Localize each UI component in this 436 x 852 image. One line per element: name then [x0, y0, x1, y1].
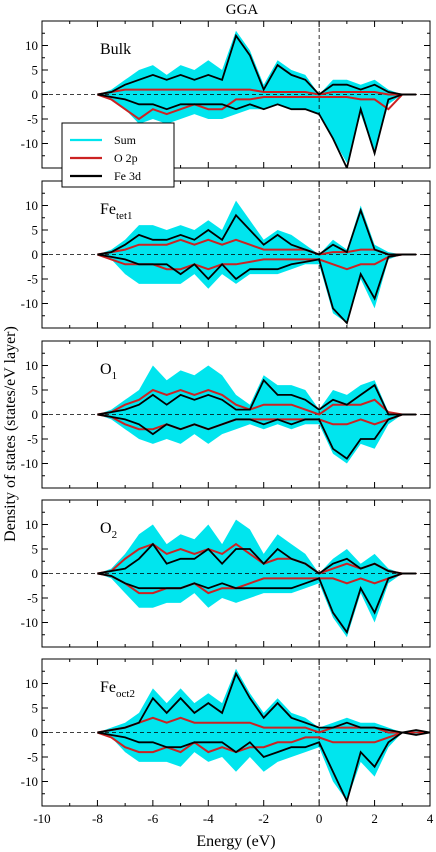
o2p-down-line — [97, 93, 417, 121]
y-tick-label: -10 — [21, 136, 38, 151]
x-tick-label: -6 — [147, 811, 158, 826]
y-tick-label: 10 — [25, 517, 38, 532]
fe3d-up-line — [97, 671, 430, 734]
fe3d-down-line — [97, 253, 417, 325]
plot-area-3 — [42, 500, 430, 647]
y-tick-label: -5 — [27, 591, 38, 606]
panel-label: Feoct2 — [100, 679, 135, 700]
legend-label: Sum — [114, 133, 137, 147]
y-tick-label: -10 — [21, 296, 38, 311]
sum-down-area — [97, 732, 430, 802]
panel-label-subscript: 1 — [112, 370, 118, 382]
y-tick-label: -10 — [21, 615, 38, 630]
sum-down-area — [97, 94, 417, 164]
fe3d-down-line — [97, 413, 417, 460]
fe3d-up-line — [97, 378, 417, 416]
legend-label: Fe 3d — [114, 169, 141, 183]
y-tick-label: -5 — [27, 112, 38, 127]
y-tick-label: -5 — [27, 750, 38, 765]
y-tick-label: 0 — [32, 566, 39, 581]
panel-3: 10 5 0 -5 -10 O2 — [21, 499, 431, 648]
x-tick-label: -10 — [33, 811, 50, 826]
fe3d-down-line — [97, 731, 430, 804]
o2p-up-line — [97, 88, 417, 96]
panel-label-subscript: 2 — [112, 529, 118, 541]
panel-label: O2 — [100, 520, 117, 541]
x-tick-label: -4 — [203, 811, 214, 826]
panel-1: 10 5 0 -5 -10 Fetet1 — [21, 180, 431, 329]
o2p-down-line — [97, 731, 430, 754]
legend: Sum O 2p Fe 3d — [61, 122, 175, 188]
panel-label: O1 — [100, 361, 117, 382]
x-tick-label: -8 — [92, 811, 103, 826]
plot-area-0 — [42, 21, 430, 168]
fe3d-up-line — [97, 207, 417, 256]
o2p-up-line — [97, 238, 417, 256]
x-tick-label: 2 — [371, 811, 378, 826]
panel-label: Bulk — [100, 41, 131, 58]
sum-down-area — [97, 573, 417, 638]
panel-label: Fetet1 — [100, 201, 133, 222]
y-tick-label: -5 — [27, 432, 38, 447]
y-tick-label: 5 — [32, 542, 39, 557]
plot-area-4 — [42, 659, 430, 806]
y-tick-label: 5 — [32, 223, 39, 238]
sum-up-area — [97, 668, 430, 733]
sum-up-area — [97, 30, 417, 95]
panels-group: 1050-5-10Bulk1050-5-10Fetet11050-5-10O11… — [21, 20, 434, 826]
y-tick-label: 0 — [32, 725, 39, 740]
panel-4: 10 5 0 -5 -10 Feoct2 — [21, 658, 431, 807]
panel-label-subscript: oct2 — [116, 688, 135, 700]
o2p-up-line — [97, 388, 417, 416]
panel-2: 10 5 0 -5 -10 O1 — [21, 340, 431, 489]
plot-area-1 — [42, 181, 430, 328]
y-tick-label: 10 — [25, 358, 38, 373]
y-tick-label: -10 — [21, 774, 38, 789]
y-tick-label: -10 — [21, 456, 38, 471]
panel-0: 10 5 0 -5 -10 Bulk — [21, 20, 431, 169]
y-axis-label: Density of states (states/eV layer) — [2, 326, 19, 542]
y-tick-label: 10 — [25, 676, 38, 691]
x-axis-label: Energy (eV) — [196, 833, 275, 850]
panel-label-subscript: tet1 — [116, 210, 133, 222]
o2p-down-line — [97, 572, 417, 595]
legend-label: O 2p — [114, 151, 138, 165]
x-tick-label: 4 — [427, 811, 434, 826]
y-tick-label: 5 — [32, 63, 39, 78]
y-tick-label: 0 — [32, 247, 39, 262]
fe3d-up-line — [97, 542, 417, 575]
o2p-down-line — [97, 413, 417, 431]
fe3d-up-line — [97, 33, 417, 96]
sum-up-area — [97, 365, 417, 415]
y-tick-label: 10 — [25, 38, 38, 53]
plot-area-2 — [42, 341, 430, 488]
y-tick-label: 0 — [32, 407, 39, 422]
y-tick-label: -5 — [27, 272, 38, 287]
y-tick-label: 5 — [32, 701, 39, 716]
fe3d-down-line — [97, 93, 417, 168]
fe3d-down-line — [97, 572, 417, 635]
x-tick-label: -2 — [258, 811, 269, 826]
y-tick-label: 5 — [32, 383, 39, 398]
y-tick-label: 10 — [25, 198, 38, 213]
x-tick-label: 0 — [316, 811, 323, 826]
y-tick-label: 0 — [32, 87, 39, 102]
chart-title: GGA — [226, 2, 259, 18]
